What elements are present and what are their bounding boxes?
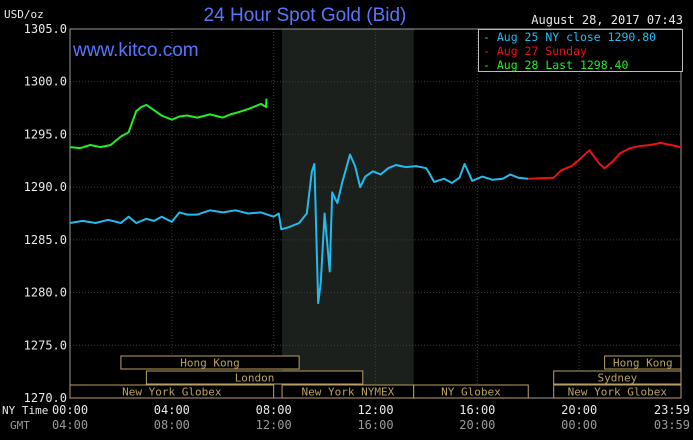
nymex-session-shade bbox=[282, 29, 414, 398]
y-tick-label: 1295.0 bbox=[24, 127, 67, 141]
y-tick-label: 1270.0 bbox=[24, 391, 67, 405]
x-axis-row1-label: NY Time bbox=[2, 404, 48, 417]
legend-marker-aug28: - bbox=[483, 58, 497, 72]
legend-label-aug25: Aug 25 NY close 1290.80 bbox=[496, 30, 657, 44]
y-tick-label: 1275.0 bbox=[24, 338, 67, 352]
x-tick-label-gmt: 20:00 bbox=[459, 418, 495, 432]
market-session-label: Sydney bbox=[597, 372, 637, 385]
x-tick-label-ny: 23:59 bbox=[654, 403, 690, 417]
y-unit-label: USD/oz bbox=[4, 8, 44, 21]
market-session-label: NY Globex bbox=[441, 386, 501, 399]
market-session-bar bbox=[69, 384, 275, 399]
timestamp: August 28, 2017 07:43 bbox=[531, 13, 683, 27]
market-session-bar bbox=[604, 355, 682, 370]
x-tick-label-gmt: 03:59 bbox=[654, 418, 690, 432]
x-tick-label-ny: 12:00 bbox=[357, 403, 393, 417]
chart-title: 24 Hour Spot Gold (Bid) bbox=[203, 5, 407, 26]
x-tick-label-ny: 16:00 bbox=[459, 403, 495, 417]
x-tick-label-ny: 04:00 bbox=[154, 403, 190, 417]
market-session-label: London bbox=[235, 372, 275, 385]
chart-legend: - Aug 25 NY close 1290.80 - Aug 27 Sunda… bbox=[478, 29, 683, 72]
market-session-label: New York Globex bbox=[568, 386, 668, 399]
x-tick-label-gmt: 12:00 bbox=[256, 418, 292, 432]
legend-item-aug25: - Aug 25 NY close 1290.80 bbox=[483, 30, 682, 44]
market-session-bar bbox=[553, 370, 682, 385]
market-session-bar bbox=[145, 370, 364, 385]
x-tick-label-gmt: 00:00 bbox=[561, 418, 597, 432]
market-session-bar bbox=[120, 355, 300, 370]
x-tick-label-ny: 08:00 bbox=[256, 403, 292, 417]
market-session-bar bbox=[553, 384, 682, 399]
market-session-bar bbox=[413, 384, 529, 399]
market-session-label: Hong Kong bbox=[180, 357, 240, 370]
market-session-label: New York Globex bbox=[122, 386, 222, 399]
x-tick-label-gmt: 04:00 bbox=[52, 418, 88, 432]
y-tick-label: 1305.0 bbox=[24, 22, 67, 36]
legend-item-aug27: - Aug 27 Sunday bbox=[483, 44, 682, 58]
x-tick-label-gmt: 16:00 bbox=[357, 418, 393, 432]
series-line-aug28 bbox=[69, 98, 268, 150]
market-session-label: New York NYMEX bbox=[302, 386, 395, 399]
x-tick-label-ny: 00:00 bbox=[52, 403, 88, 417]
market-session-label: Hong Kong bbox=[613, 357, 673, 370]
legend-label-aug28: Aug 28 Last 1298.40 bbox=[496, 58, 629, 72]
y-tick-label: 1280.0 bbox=[24, 286, 67, 300]
legend-label-aug27: Aug 27 Sunday bbox=[496, 44, 587, 58]
series-line-aug27 bbox=[528, 141, 682, 180]
legend-marker-aug25: - bbox=[483, 30, 497, 44]
y-tick-label: 1300.0 bbox=[24, 75, 67, 89]
x-tick-label-gmt: 08:00 bbox=[154, 418, 190, 432]
kitco-watermark[interactable]: www.kitco.com bbox=[73, 40, 199, 61]
y-tick-label: 1290.0 bbox=[24, 180, 67, 194]
x-tick-label-ny: 20:00 bbox=[561, 403, 597, 417]
x-axis-row2-label: GMT bbox=[10, 419, 30, 432]
series-line-aug25 bbox=[69, 153, 529, 305]
legend-item-aug28: - Aug 28 Last 1298.40 bbox=[483, 58, 682, 72]
legend-marker-aug27: - bbox=[483, 44, 497, 58]
y-tick-label: 1285.0 bbox=[24, 233, 67, 247]
